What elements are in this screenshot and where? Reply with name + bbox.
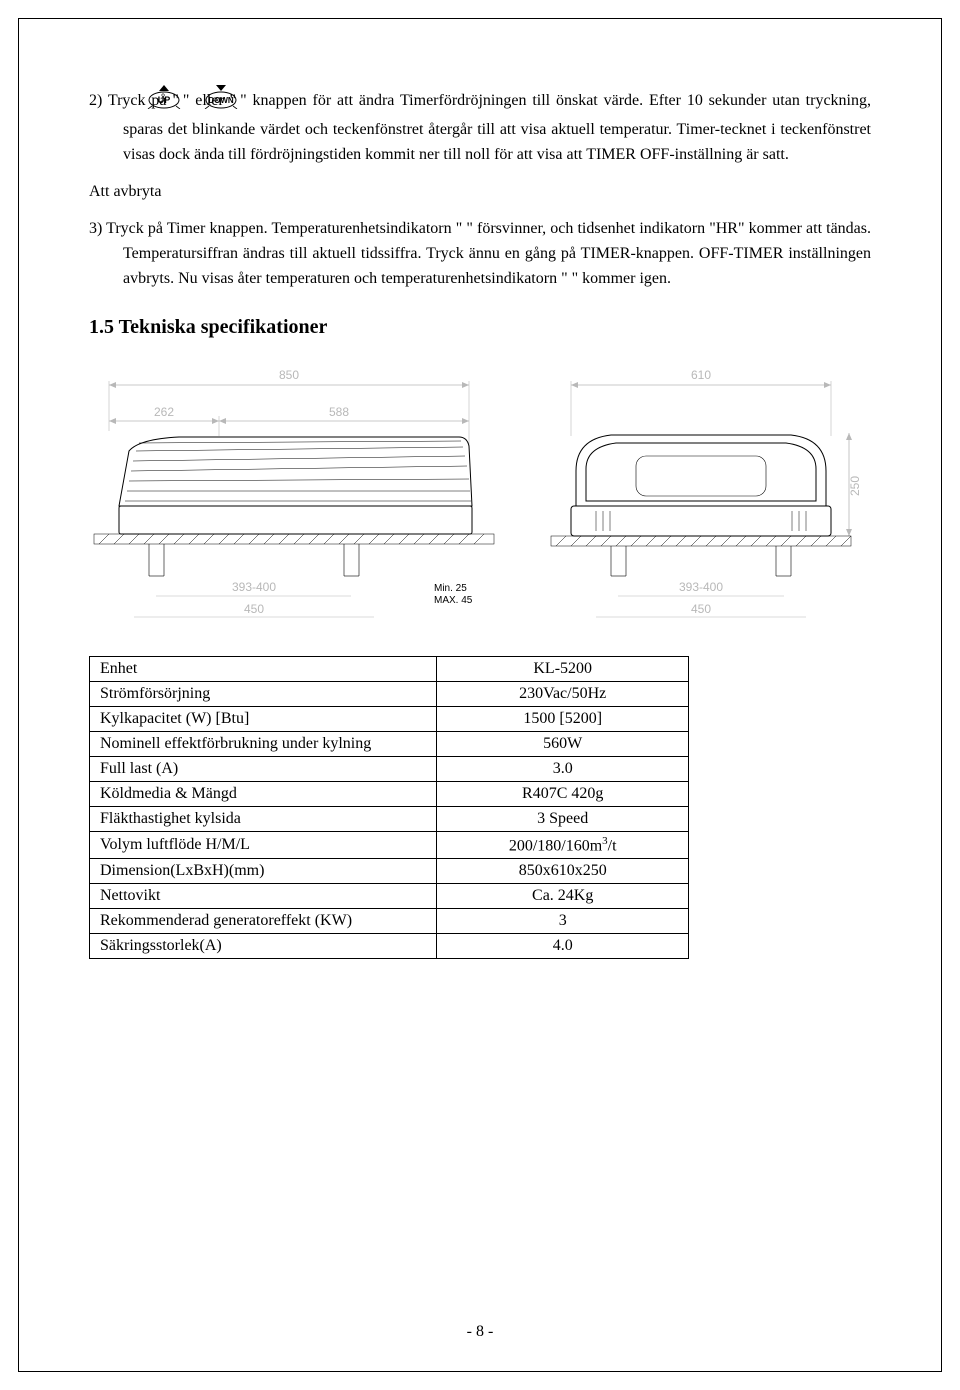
dim-450-left: 450 <box>244 602 264 616</box>
spec-key: Rekommenderad generatoreffekt (KW) <box>90 909 437 934</box>
spec-value: 230Vac/50Hz <box>437 681 689 706</box>
spec-value: 200/180/160m3/t <box>437 831 689 858</box>
technical-diagram: 850 262 588 <box>89 361 871 626</box>
table-row: Kylkapacitet (W) [Btu]1500 [5200] <box>90 706 689 731</box>
table-row: Strömförsörjning230Vac/50Hz <box>90 681 689 706</box>
dim-393-right: 393-400 <box>679 580 723 594</box>
dim-393-left: 393-400 <box>232 580 276 594</box>
diagram-side-view: 850 262 588 <box>89 361 509 626</box>
spec-value: 1500 [5200] <box>437 706 689 731</box>
spec-value: 850x610x250 <box>437 859 689 884</box>
spec-key: Fläkthastighet kylsida <box>90 806 437 831</box>
spec-value: 3 <box>437 909 689 934</box>
table-row: Full last (A)3.0 <box>90 756 689 781</box>
svg-text:DOWN: DOWN <box>208 96 234 105</box>
spec-key: Köldmedia & Mängd <box>90 781 437 806</box>
spec-key: Säkringsstorlek(A) <box>90 934 437 959</box>
spec-key: Full last (A) <box>90 756 437 781</box>
spec-value: Ca. 24Kg <box>437 884 689 909</box>
page-frame: 2) Tryck på " UP " eller " DOWN " knappe… <box>18 18 942 1372</box>
section-title: 1.5 Tekniska specifikationer <box>89 316 871 339</box>
spec-key: Nettovikt <box>90 884 437 909</box>
spec-key: Kylkapacitet (W) [Btu] <box>90 706 437 731</box>
dim-850: 850 <box>279 368 299 382</box>
max-label: MAX. 45 <box>434 595 473 606</box>
spec-key: Dimension(LxBxH)(mm) <box>90 859 437 884</box>
spec-value: 3.0 <box>437 756 689 781</box>
table-row: EnhetKL-5200 <box>90 656 689 681</box>
step-3-paragraph: 3) Tryck på Timer knappen. Temperaturenh… <box>89 217 871 291</box>
spec-table: EnhetKL-5200Strömförsörjning230Vac/50HzK… <box>89 656 689 959</box>
table-row: Rekommenderad generatoreffekt (KW)3 <box>90 909 689 934</box>
dim-610: 610 <box>691 368 711 382</box>
spec-value: 4.0 <box>437 934 689 959</box>
spec-value: 3 Speed <box>437 806 689 831</box>
dim-262: 262 <box>154 405 174 419</box>
diagram-front-view: 610 250 <box>541 361 871 626</box>
dim-450-right: 450 <box>691 602 711 616</box>
svg-text:UP: UP <box>158 95 171 105</box>
spec-key: Volym luftflöde H/M/L <box>90 831 437 858</box>
table-row: Volym luftflöde H/M/L200/180/160m3/t <box>90 831 689 858</box>
table-row: Nominell effektförbrukning under kylning… <box>90 731 689 756</box>
spec-key: Enhet <box>90 656 437 681</box>
table-row: Säkringsstorlek(A)4.0 <box>90 934 689 959</box>
min-label: Min. 25 <box>434 583 467 594</box>
cancel-heading: Att avbryta <box>89 183 871 201</box>
table-row: Dimension(LxBxH)(mm)850x610x250 <box>90 859 689 884</box>
table-row: NettoviktCa. 24Kg <box>90 884 689 909</box>
table-row: Fläkthastighet kylsida3 Speed <box>90 806 689 831</box>
spec-key: Nominell effektförbrukning under kylning <box>90 731 437 756</box>
dim-588: 588 <box>329 405 349 419</box>
spec-value: R407C 420g <box>437 781 689 806</box>
table-row: Köldmedia & MängdR407C 420g <box>90 781 689 806</box>
spec-key: Strömförsörjning <box>90 681 437 706</box>
dim-250: 250 <box>848 475 862 495</box>
spec-value: KL-5200 <box>437 656 689 681</box>
page-number: - 8 - <box>19 1323 941 1341</box>
spec-table-body: EnhetKL-5200Strömförsörjning230Vac/50HzK… <box>90 656 689 958</box>
step-2-paragraph: 2) Tryck på " UP " eller " DOWN " knappe… <box>89 85 871 167</box>
spec-value: 560W <box>437 731 689 756</box>
